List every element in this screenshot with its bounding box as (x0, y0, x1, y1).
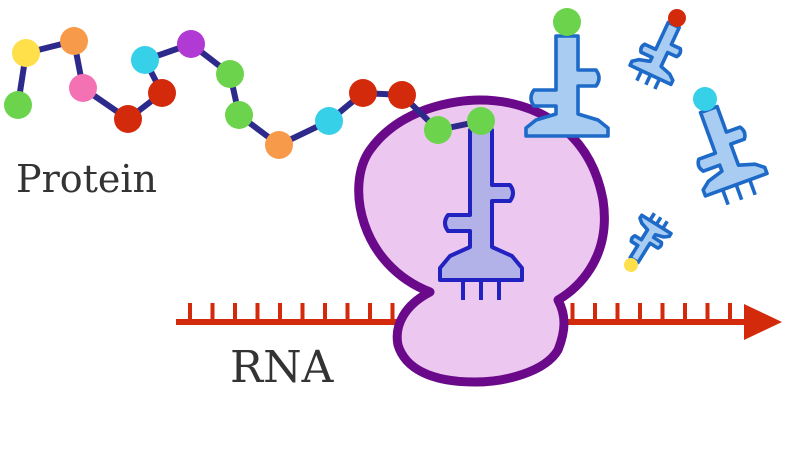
amino-acid (4, 91, 32, 119)
trna-anticodon-leg (748, 179, 757, 196)
trna-body (696, 104, 769, 198)
trna-anticodon-leg (734, 184, 744, 201)
amino-acid (265, 131, 293, 159)
free-amino-acid (553, 8, 581, 36)
protein-label: Protein (16, 157, 157, 201)
amino-acid (315, 107, 343, 135)
amino-acid (131, 46, 159, 74)
trna-anticodon-leg (648, 212, 656, 222)
bound-trna (438, 128, 524, 300)
trna-body (628, 20, 683, 87)
free-trna (524, 8, 610, 138)
trna-body (524, 34, 610, 138)
free-trna (692, 86, 769, 206)
amino-acid (467, 107, 495, 135)
trna-body (628, 213, 673, 265)
peptide-bond-chain (15, 38, 482, 148)
free-trna (623, 212, 673, 273)
trna-body (438, 128, 524, 282)
amino-acid (69, 74, 97, 102)
free-amino-acid (667, 8, 687, 28)
free-trnas (524, 8, 769, 273)
trna-anticodon-leg (644, 74, 653, 86)
trna-anticodon-leg (661, 220, 669, 230)
rna-label: RNA (230, 342, 334, 393)
amino-acid (60, 27, 88, 55)
amino-acid (114, 105, 142, 133)
free-amino-acid (692, 86, 718, 112)
amino-acid (225, 101, 253, 129)
trna-anticodon-leg (720, 189, 730, 206)
amino-acid (424, 116, 452, 144)
amino-acid (177, 30, 205, 58)
trna-anticodon-leg (635, 69, 644, 82)
amino-acid (216, 60, 244, 88)
free-trna (628, 8, 687, 90)
amino-acid (388, 81, 416, 109)
protein-chain (4, 27, 495, 159)
free-amino-acid (623, 257, 639, 273)
rna-direction-arrow (744, 304, 782, 340)
amino-acid (349, 79, 377, 107)
trna-anticodon-leg (654, 216, 663, 226)
amino-acid (12, 39, 40, 67)
amino-acid (148, 79, 176, 107)
trna-anticodon-leg (653, 78, 662, 90)
